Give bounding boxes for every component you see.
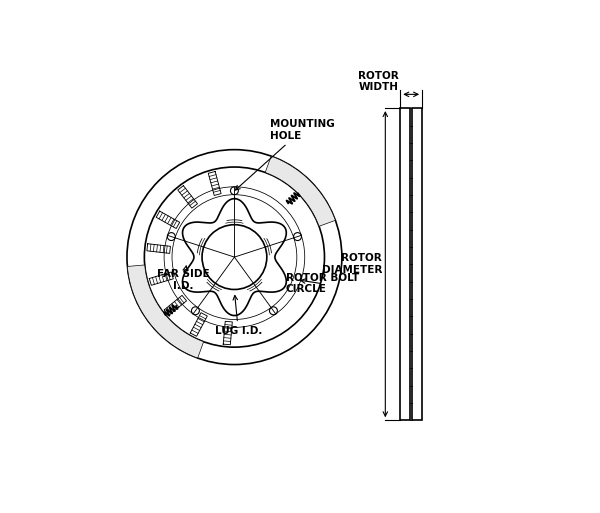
- Text: FAR SIDE
I.D.: FAR SIDE I.D.: [157, 266, 209, 290]
- Text: ROTOR
DIAMETER: ROTOR DIAMETER: [322, 253, 382, 275]
- Polygon shape: [127, 265, 203, 358]
- Text: ROTOR
WIDTH: ROTOR WIDTH: [358, 71, 398, 92]
- Polygon shape: [265, 156, 335, 226]
- Text: ROTOR BOLT
CIRCLE: ROTOR BOLT CIRCLE: [286, 273, 359, 294]
- Text: MOUNTING
HOLE: MOUNTING HOLE: [235, 119, 335, 190]
- Text: LUG I.D.: LUG I.D.: [215, 295, 262, 336]
